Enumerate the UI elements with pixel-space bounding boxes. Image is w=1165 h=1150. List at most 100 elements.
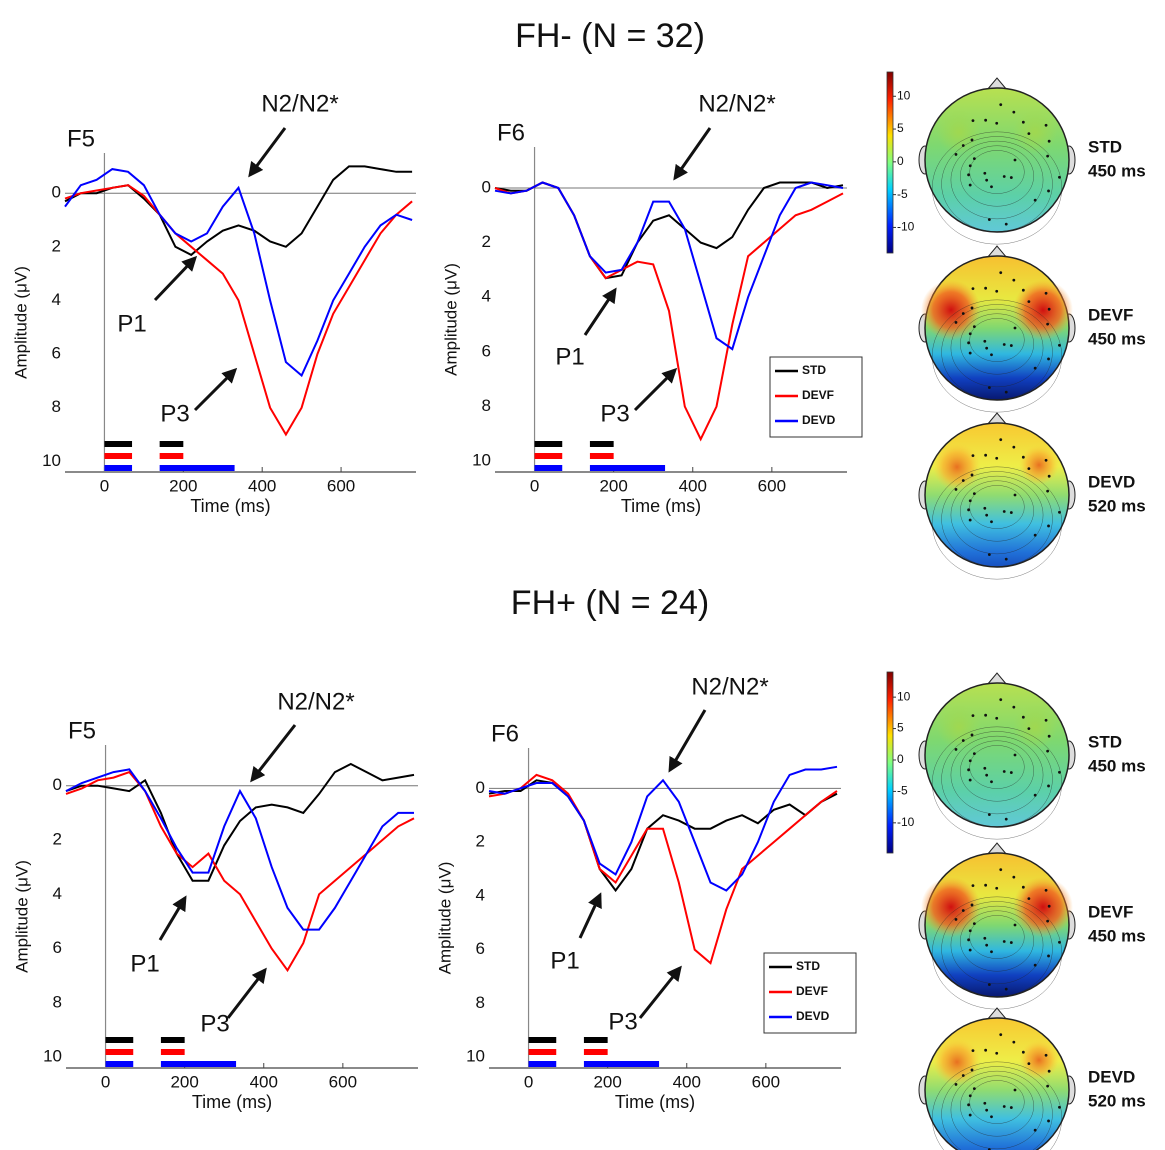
electrode bbox=[983, 171, 987, 175]
electrode bbox=[971, 454, 975, 458]
electrode bbox=[967, 341, 970, 345]
x-axis-label: Time (ms) bbox=[615, 1092, 695, 1112]
significance-window bbox=[589, 441, 614, 447]
electrode bbox=[984, 118, 988, 122]
electrode bbox=[1013, 158, 1017, 162]
topomap-label: DEVF bbox=[1088, 305, 1133, 324]
electrode bbox=[971, 119, 975, 123]
electrode bbox=[968, 759, 972, 763]
y-tick-label: 6 bbox=[52, 344, 61, 363]
electrode bbox=[954, 1083, 958, 1086]
electrode bbox=[1047, 904, 1051, 908]
topomap bbox=[924, 1017, 1070, 1150]
topomap-time: 520 ms bbox=[1088, 1091, 1146, 1110]
electrode bbox=[1046, 154, 1050, 158]
x-tick-label: 600 bbox=[327, 476, 355, 495]
topomap-contour bbox=[941, 1066, 1053, 1150]
electrode bbox=[1058, 175, 1061, 179]
electrode bbox=[1047, 734, 1051, 738]
annotation-arrow bbox=[583, 287, 617, 336]
electrode bbox=[1009, 511, 1013, 514]
topomap-spot bbox=[1019, 1040, 1059, 1080]
significance-window bbox=[160, 1049, 185, 1055]
electrode bbox=[1021, 288, 1025, 292]
electrode bbox=[1021, 715, 1025, 719]
topomap-label: DEVF bbox=[1088, 902, 1133, 921]
electrode bbox=[983, 936, 987, 940]
topomap-contour bbox=[950, 308, 1044, 388]
topomap-spot bbox=[933, 443, 981, 491]
electrode bbox=[1044, 458, 1048, 462]
annotation: N2/N2* bbox=[691, 673, 768, 700]
electrode bbox=[990, 780, 993, 784]
electrode bbox=[1021, 1050, 1025, 1054]
electrode bbox=[999, 438, 1003, 442]
electrode bbox=[970, 138, 974, 142]
electrode bbox=[985, 178, 989, 182]
y-tick-label: 6 bbox=[476, 939, 485, 958]
y-tick-label: 4 bbox=[482, 287, 491, 306]
erp-line bbox=[64, 165, 413, 257]
electrode bbox=[1058, 343, 1061, 347]
topomap-contour bbox=[969, 745, 1025, 789]
colorbar-tick-label: 0 bbox=[897, 752, 904, 766]
y-tick-label: 0 bbox=[482, 177, 491, 196]
x-tick-label: 400 bbox=[679, 476, 707, 495]
electrode bbox=[1012, 445, 1016, 449]
significance-window bbox=[105, 1049, 134, 1055]
electrode bbox=[1047, 307, 1051, 311]
y-tick-label: 8 bbox=[476, 993, 485, 1012]
electrode bbox=[983, 339, 987, 343]
x-tick-label: 400 bbox=[250, 1072, 278, 1091]
topomap-contour bbox=[950, 735, 1044, 815]
topomap-contour bbox=[931, 1061, 1063, 1150]
topomap-time: 450 ms bbox=[1088, 926, 1146, 945]
x-tick-label: 400 bbox=[673, 1072, 701, 1091]
electrode bbox=[972, 752, 976, 756]
legend-label: DEVF bbox=[796, 984, 828, 998]
y-tick-label: 8 bbox=[482, 396, 491, 415]
significance-window bbox=[583, 1049, 608, 1055]
legend-label: DEVD bbox=[802, 413, 836, 427]
topomap-spot bbox=[921, 280, 981, 340]
electrode bbox=[1033, 366, 1037, 370]
topomap-contour bbox=[941, 136, 1053, 232]
topomap-spot bbox=[921, 877, 981, 937]
group-title: FH- (N = 32) bbox=[515, 17, 705, 55]
electrode bbox=[990, 353, 993, 357]
y-tick-label: 8 bbox=[52, 397, 61, 416]
topomap-contour bbox=[941, 901, 1053, 997]
electrode bbox=[987, 218, 991, 222]
electrode bbox=[968, 332, 972, 336]
electrode bbox=[961, 144, 965, 147]
y-tick-label: 0 bbox=[476, 778, 485, 797]
electrode bbox=[1004, 222, 1008, 226]
annotation: P3 bbox=[200, 1010, 229, 1037]
electrode bbox=[1027, 467, 1031, 470]
colorbar-tick-label: -10 bbox=[897, 220, 915, 234]
topomap-time: 450 ms bbox=[1088, 329, 1146, 348]
y-tick-label: 6 bbox=[482, 341, 491, 360]
electrode bbox=[987, 813, 991, 817]
erp-line bbox=[488, 773, 838, 965]
electrode bbox=[1004, 557, 1008, 561]
annotation-arrow bbox=[638, 965, 682, 1019]
topomap-nose bbox=[986, 412, 1008, 426]
significance-window bbox=[534, 465, 563, 471]
electrode bbox=[1009, 771, 1013, 774]
electrode bbox=[970, 473, 974, 477]
topomap-contour bbox=[960, 145, 1034, 207]
significance-window bbox=[534, 453, 563, 459]
annotation: P1 bbox=[555, 343, 584, 370]
electrode bbox=[1046, 749, 1050, 753]
electrode bbox=[1044, 123, 1048, 127]
topomap-contour bbox=[950, 140, 1044, 220]
electrode bbox=[995, 716, 999, 720]
topomap-contour bbox=[960, 1075, 1034, 1137]
annotation-arrow bbox=[633, 367, 678, 412]
electrode bbox=[999, 698, 1003, 702]
colorbar-tick-label: 5 bbox=[897, 721, 904, 735]
topomap-nose bbox=[986, 1007, 1008, 1021]
x-axis-label: Time (ms) bbox=[621, 496, 701, 516]
electrode bbox=[983, 506, 987, 510]
